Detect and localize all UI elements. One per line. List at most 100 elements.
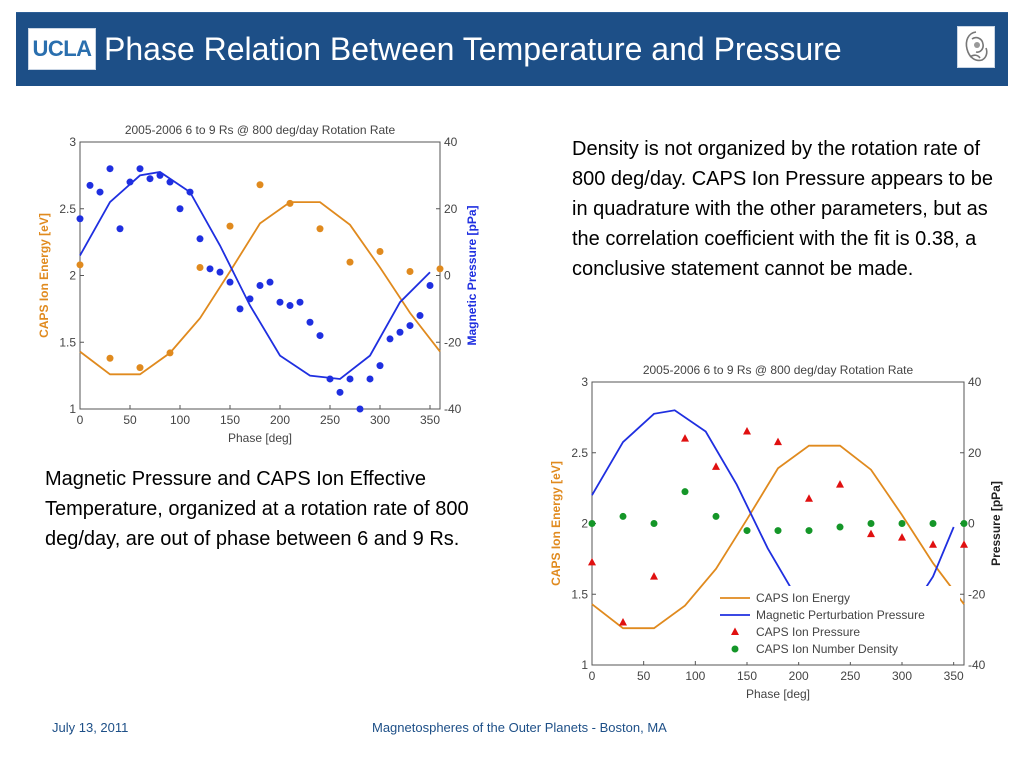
- circle-point: [436, 265, 444, 273]
- circle-point: [226, 278, 234, 286]
- triangle-point: [774, 437, 782, 446]
- y-tick-label-right: 20: [444, 202, 458, 216]
- circle-point: [216, 268, 224, 276]
- triangle-point: [619, 618, 627, 626]
- y-tick-label-left: 3: [69, 135, 76, 149]
- circle-point: [406, 267, 414, 275]
- triangle-point: [836, 480, 844, 488]
- triangle-point: [681, 434, 689, 442]
- circle-point: [306, 318, 314, 326]
- y-tick-label-left: 1.5: [59, 335, 76, 349]
- y-tick-label-left: 2: [69, 269, 76, 283]
- x-tick-label: 200: [270, 413, 290, 427]
- x-tick-label: 100: [685, 669, 705, 683]
- circle-point: [266, 278, 274, 286]
- circle-point: [588, 520, 596, 527]
- circle-point: [416, 312, 424, 320]
- y-tick-label-left: 2.5: [59, 202, 76, 216]
- y-tick-label-right: -20: [444, 335, 462, 349]
- triangle-point: [898, 533, 906, 541]
- circle-point: [712, 512, 720, 520]
- y-tick-label-left: 3: [581, 375, 588, 389]
- circle-point: [176, 205, 184, 213]
- y-axis-label-left: CAPS Ion Energy [eV]: [37, 213, 51, 338]
- series-line-0: [591, 444, 965, 630]
- ucla-logo-text: UCLA: [32, 36, 92, 61]
- circle-point: [681, 488, 689, 496]
- x-tick-label: 50: [123, 413, 137, 427]
- circle-point: [76, 261, 84, 269]
- x-axis-label: Phase [deg]: [228, 431, 292, 445]
- y-tick-label-left: 2.5: [571, 446, 588, 460]
- circle-point: [96, 188, 104, 196]
- circle-point: [206, 265, 214, 273]
- circle-point: [774, 527, 782, 535]
- x-tick-label: 300: [892, 669, 912, 683]
- chart-energy-pressure-density: 2005-2006 6 to 9 Rs @ 800 deg/day Rotati…: [549, 363, 1003, 701]
- y-tick-label-right: -20: [968, 587, 986, 601]
- circle-point: [376, 247, 384, 255]
- y-tick-label-right: 0: [968, 517, 975, 531]
- circle-point: [136, 364, 144, 372]
- circle-point: [146, 175, 154, 183]
- chart-title: 2005-2006 6 to 9 Rs @ 800 deg/day Rotati…: [643, 363, 914, 377]
- triangle-point: [588, 557, 596, 566]
- series-group: [588, 409, 968, 630]
- chart-title: 2005-2006 6 to 9 Rs @ 800 deg/day Rotati…: [125, 123, 396, 137]
- y-tick-label-right: -40: [968, 658, 986, 672]
- y-tick-label-left: 1: [581, 658, 588, 672]
- series-line-1: [79, 201, 441, 376]
- circle-point: [805, 527, 813, 535]
- series-line-3: [79, 171, 431, 380]
- triangle-point: [960, 540, 968, 548]
- triangle-point: [929, 540, 937, 548]
- triangle-point: [743, 427, 751, 435]
- x-axis-label: Phase [deg]: [746, 687, 810, 701]
- header-bar: UCLA Phase Relation Between Temperature …: [16, 12, 1008, 86]
- series-group: [76, 165, 444, 413]
- x-tick-label: 50: [637, 669, 651, 683]
- circle-point: [256, 181, 264, 189]
- circle-point: [376, 362, 384, 370]
- circle-point: [960, 520, 968, 527]
- y-tick-label-left: 1: [69, 402, 76, 416]
- circle-point: [396, 328, 404, 336]
- footer-event: Magnetospheres of the Outer Planets - Bo…: [372, 720, 667, 735]
- slide-title: Phase Relation Between Temperature and P…: [104, 31, 842, 67]
- x-tick-label: 250: [320, 413, 340, 427]
- circle-point: [406, 322, 414, 330]
- circle-point: [86, 181, 94, 189]
- y-axis-label-right: Pressure [pPa]: [989, 481, 1003, 566]
- circle-point: [898, 520, 906, 527]
- circle-point: [346, 258, 354, 266]
- triangle-point: [805, 494, 813, 502]
- circle-point: [386, 335, 394, 343]
- x-tick-label: 150: [737, 669, 757, 683]
- triangle-point: [712, 462, 720, 470]
- legend-swatch-circle: [731, 645, 739, 653]
- circle-point: [316, 332, 324, 340]
- circle-point: [76, 215, 84, 223]
- y-axis-label-left: CAPS Ion Energy [eV]: [549, 461, 563, 586]
- circle-point: [346, 375, 354, 383]
- circle-point: [929, 520, 937, 527]
- circle-point: [619, 512, 627, 520]
- legend-entry-label: Magnetic Perturbation Pressure: [756, 608, 925, 622]
- circle-point: [650, 520, 658, 527]
- legend-entry-label: CAPS Ion Pressure: [756, 625, 860, 639]
- x-tick-label: 150: [220, 413, 240, 427]
- circle-point: [316, 225, 324, 233]
- x-tick-label: 350: [420, 413, 440, 427]
- legend-entry-label: CAPS Ion Energy: [756, 591, 850, 605]
- circle-point: [106, 354, 114, 362]
- y-tick-label-right: 40: [968, 375, 982, 389]
- legend-box: [716, 586, 960, 662]
- circle-point: [226, 222, 234, 230]
- x-tick-label: 200: [789, 669, 809, 683]
- x-tick-label: 100: [170, 413, 190, 427]
- x-tick-label: 0: [77, 413, 84, 427]
- circle-point: [116, 225, 124, 233]
- circle-point: [426, 282, 434, 290]
- y-tick-label-right: 40: [444, 135, 458, 149]
- x-tick-label: 0: [589, 669, 596, 683]
